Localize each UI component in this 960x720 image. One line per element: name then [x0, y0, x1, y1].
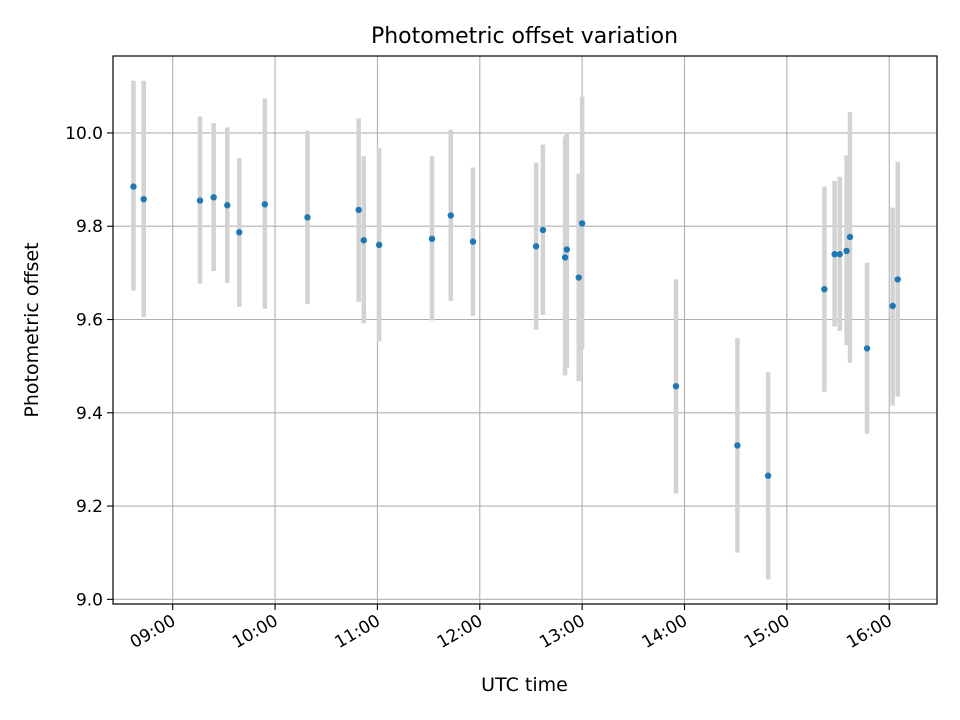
y-tick-label: 9.8 — [76, 217, 103, 237]
data-point — [375, 241, 383, 249]
data-point — [821, 285, 828, 293]
data-point — [894, 276, 901, 283]
data-point — [734, 442, 741, 449]
y-tick-label: 9.4 — [76, 404, 103, 424]
data-point — [355, 206, 362, 214]
data-point — [846, 233, 854, 241]
plot-frame — [112, 55, 938, 605]
y-tick-label: 10.0 — [65, 124, 103, 144]
data-point — [140, 195, 147, 203]
data-point — [575, 274, 582, 281]
y-tick-label: 9.0 — [76, 590, 103, 610]
data-point — [532, 243, 540, 250]
data-point — [196, 197, 204, 204]
data-point — [578, 220, 586, 227]
data-point — [428, 235, 436, 243]
data-point — [224, 202, 231, 209]
data-point — [672, 382, 680, 390]
data-point — [561, 254, 569, 261]
y-axis-label: Photometric offset — [21, 242, 43, 417]
y-tick-label: 9.2 — [76, 497, 103, 517]
chart-title: Photometric offset variation — [371, 24, 678, 49]
data-point — [469, 238, 477, 245]
data-point — [304, 214, 311, 221]
data-point — [843, 247, 850, 255]
x-axis-label: UTC time — [481, 674, 568, 696]
data-point — [236, 229, 243, 236]
data-point — [764, 472, 772, 479]
data-point — [889, 302, 896, 310]
data-point — [539, 226, 547, 234]
data-point — [863, 345, 871, 352]
data-point — [836, 251, 843, 258]
data-point — [130, 183, 137, 190]
data-point — [261, 201, 269, 208]
data-point — [210, 194, 217, 201]
data-points — [130, 183, 901, 479]
y-tick-label: 9.6 — [76, 311, 103, 331]
data-point — [831, 251, 838, 258]
y-axis-ticks: 9.0 9.2 9.4 9.6 9.8 10.0 — [65, 124, 113, 610]
data-point — [360, 237, 367, 244]
data-point — [563, 246, 570, 253]
data-point — [447, 212, 454, 219]
